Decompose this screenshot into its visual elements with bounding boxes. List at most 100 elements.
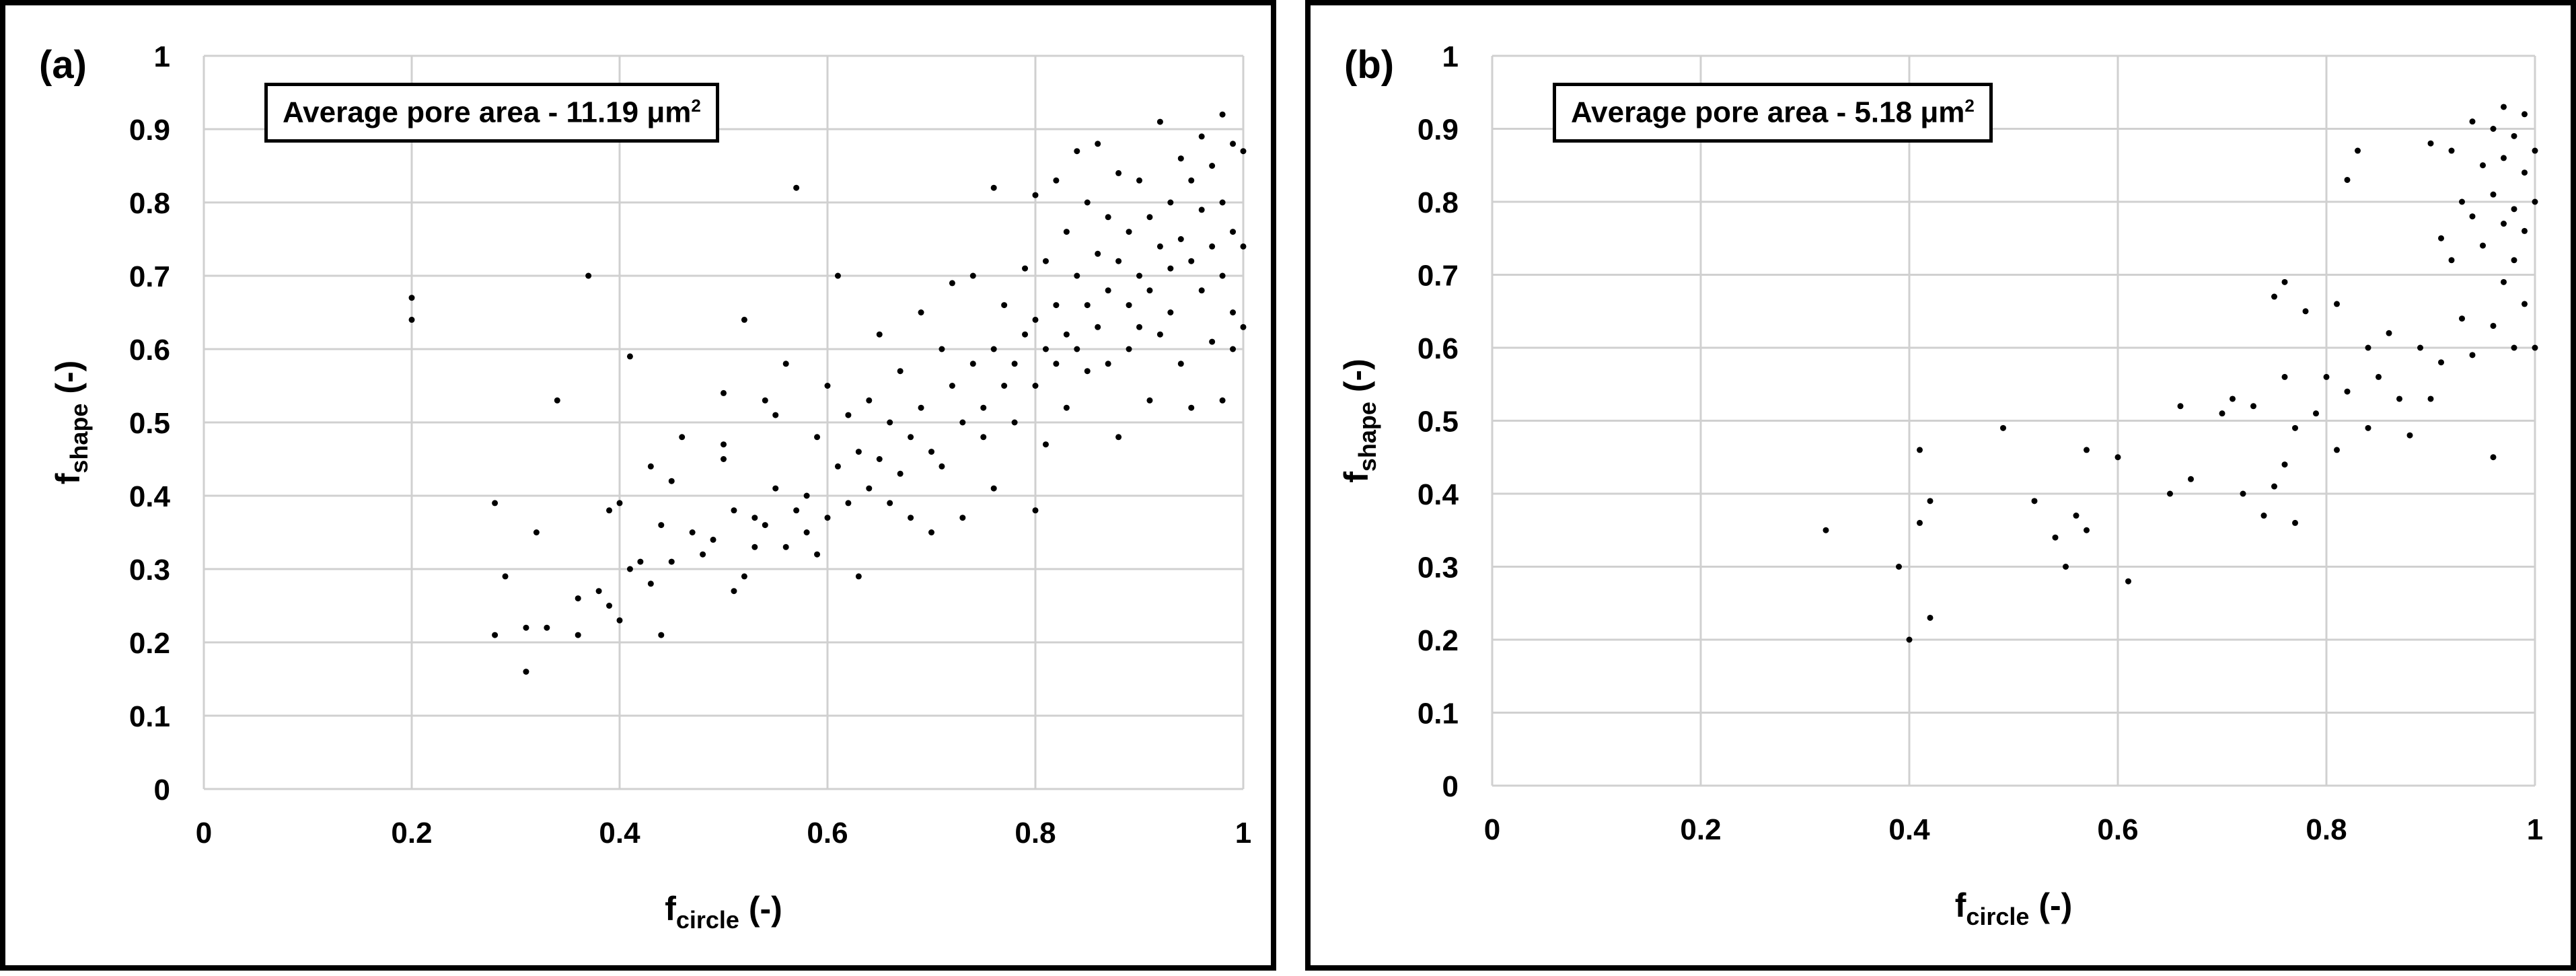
y-tick-label: 0.7 — [1418, 260, 1459, 293]
data-point — [2469, 118, 2476, 125]
data-point — [845, 500, 852, 506]
data-point — [2292, 424, 2298, 431]
data-point — [1896, 564, 1902, 570]
data-point — [741, 316, 747, 323]
data-point — [803, 492, 810, 499]
data-point — [492, 632, 499, 638]
y-axis-label-subscript: shape — [65, 404, 93, 474]
data-point — [2281, 461, 2288, 468]
data-point — [990, 184, 997, 191]
grid-lines — [1491, 54, 2536, 787]
data-point — [2031, 498, 2038, 504]
annotation-text: Average pore area - 5.18 μm — [1571, 96, 1965, 129]
data-point — [1917, 447, 1923, 453]
data-point — [679, 434, 686, 441]
data-point — [1188, 177, 1195, 184]
data-point — [2480, 162, 2486, 169]
data-point — [658, 522, 665, 529]
data-point — [2084, 527, 2090, 533]
y-tick-label: 0.4 — [1418, 478, 1459, 511]
data-point — [658, 632, 665, 638]
data-point — [2532, 147, 2538, 154]
x-axis-label: fcircle (-) — [665, 890, 782, 934]
data-point — [1219, 272, 1226, 279]
data-point — [1063, 404, 1070, 411]
y-tick-label: 0 — [1442, 770, 1459, 803]
data-point — [1219, 111, 1226, 118]
data-point — [2084, 447, 2090, 453]
x-tick-label: 0 — [196, 817, 212, 850]
data-point — [762, 397, 768, 404]
data-point — [751, 515, 758, 521]
data-point — [1167, 309, 1174, 315]
data-point — [1240, 243, 1247, 250]
y-axis-label-main: f — [49, 473, 87, 484]
data-point — [782, 361, 789, 367]
y-tick-label: 0.7 — [129, 260, 170, 293]
data-point — [2522, 170, 2528, 176]
data-point — [866, 397, 873, 404]
data-point — [1105, 361, 1111, 367]
data-point — [866, 485, 873, 492]
x-tick-label: 1 — [2527, 813, 2543, 846]
y-tick-label: 1 — [1442, 40, 1459, 73]
data-point — [1084, 302, 1091, 309]
data-point — [616, 500, 623, 506]
x-axis-label: fcircle (-) — [1955, 887, 2073, 930]
data-point — [908, 434, 914, 441]
data-point — [2490, 322, 2497, 329]
data-point — [1063, 331, 1070, 338]
data-point — [2344, 176, 2351, 183]
data-point — [969, 361, 976, 367]
data-point — [1177, 361, 1184, 367]
data-point — [2386, 330, 2392, 336]
data-point — [990, 346, 997, 352]
data-point — [2532, 198, 2538, 205]
data-point — [2438, 359, 2444, 366]
data-point — [1156, 331, 1163, 338]
data-point — [1115, 434, 1122, 441]
annotation-superscript: 2 — [691, 96, 701, 116]
data-point — [1084, 368, 1091, 375]
data-point — [1219, 397, 1226, 404]
x-tick-label: 0.6 — [807, 817, 848, 850]
data-point — [918, 309, 924, 315]
data-point — [824, 515, 831, 521]
data-point — [1063, 229, 1070, 235]
y-tick-label: 0.5 — [1418, 406, 1459, 439]
data-point — [1022, 331, 1029, 338]
data-point — [751, 543, 758, 550]
data-point — [585, 272, 592, 279]
data-point — [2522, 227, 2528, 234]
data-point — [824, 383, 831, 389]
data-point — [990, 485, 997, 492]
x-tick-label: 0.4 — [599, 817, 640, 850]
data-point — [1126, 346, 1132, 352]
data-point — [2490, 191, 2497, 198]
data-point — [2511, 344, 2517, 351]
data-point — [606, 507, 613, 514]
data-point — [1053, 361, 1060, 367]
data-point — [1230, 141, 1237, 147]
data-point — [2480, 242, 2486, 249]
annotation-superscript: 2 — [1964, 96, 1975, 116]
y-tick-label: 0.1 — [1418, 698, 1459, 730]
data-point — [2459, 315, 2465, 322]
y-tick-label: 0.5 — [129, 407, 170, 440]
annotation-text: Average pore area - 11.19 μm — [283, 96, 692, 129]
y-tick-label: 0.8 — [129, 187, 170, 220]
data-point — [1032, 383, 1039, 389]
data-point — [1219, 199, 1226, 206]
data-point — [1115, 258, 1122, 264]
data-point — [1032, 316, 1039, 323]
data-point — [1240, 148, 1247, 155]
data-point — [2240, 490, 2246, 497]
y-tick-label: 0.2 — [1418, 624, 1459, 657]
data-point — [2438, 235, 2444, 241]
data-point — [1177, 155, 1184, 162]
panel-label: (a) — [39, 43, 87, 87]
chart-panel-b: 0 0.2 0.4 0.6 0.8 1 0 0.1 0.2 0.3 0.4 0.5 0.6 0.7 0.8… — [1305, 0, 2576, 971]
data-point — [2365, 344, 2371, 351]
data-point — [2469, 352, 2476, 359]
data-point — [876, 456, 883, 462]
